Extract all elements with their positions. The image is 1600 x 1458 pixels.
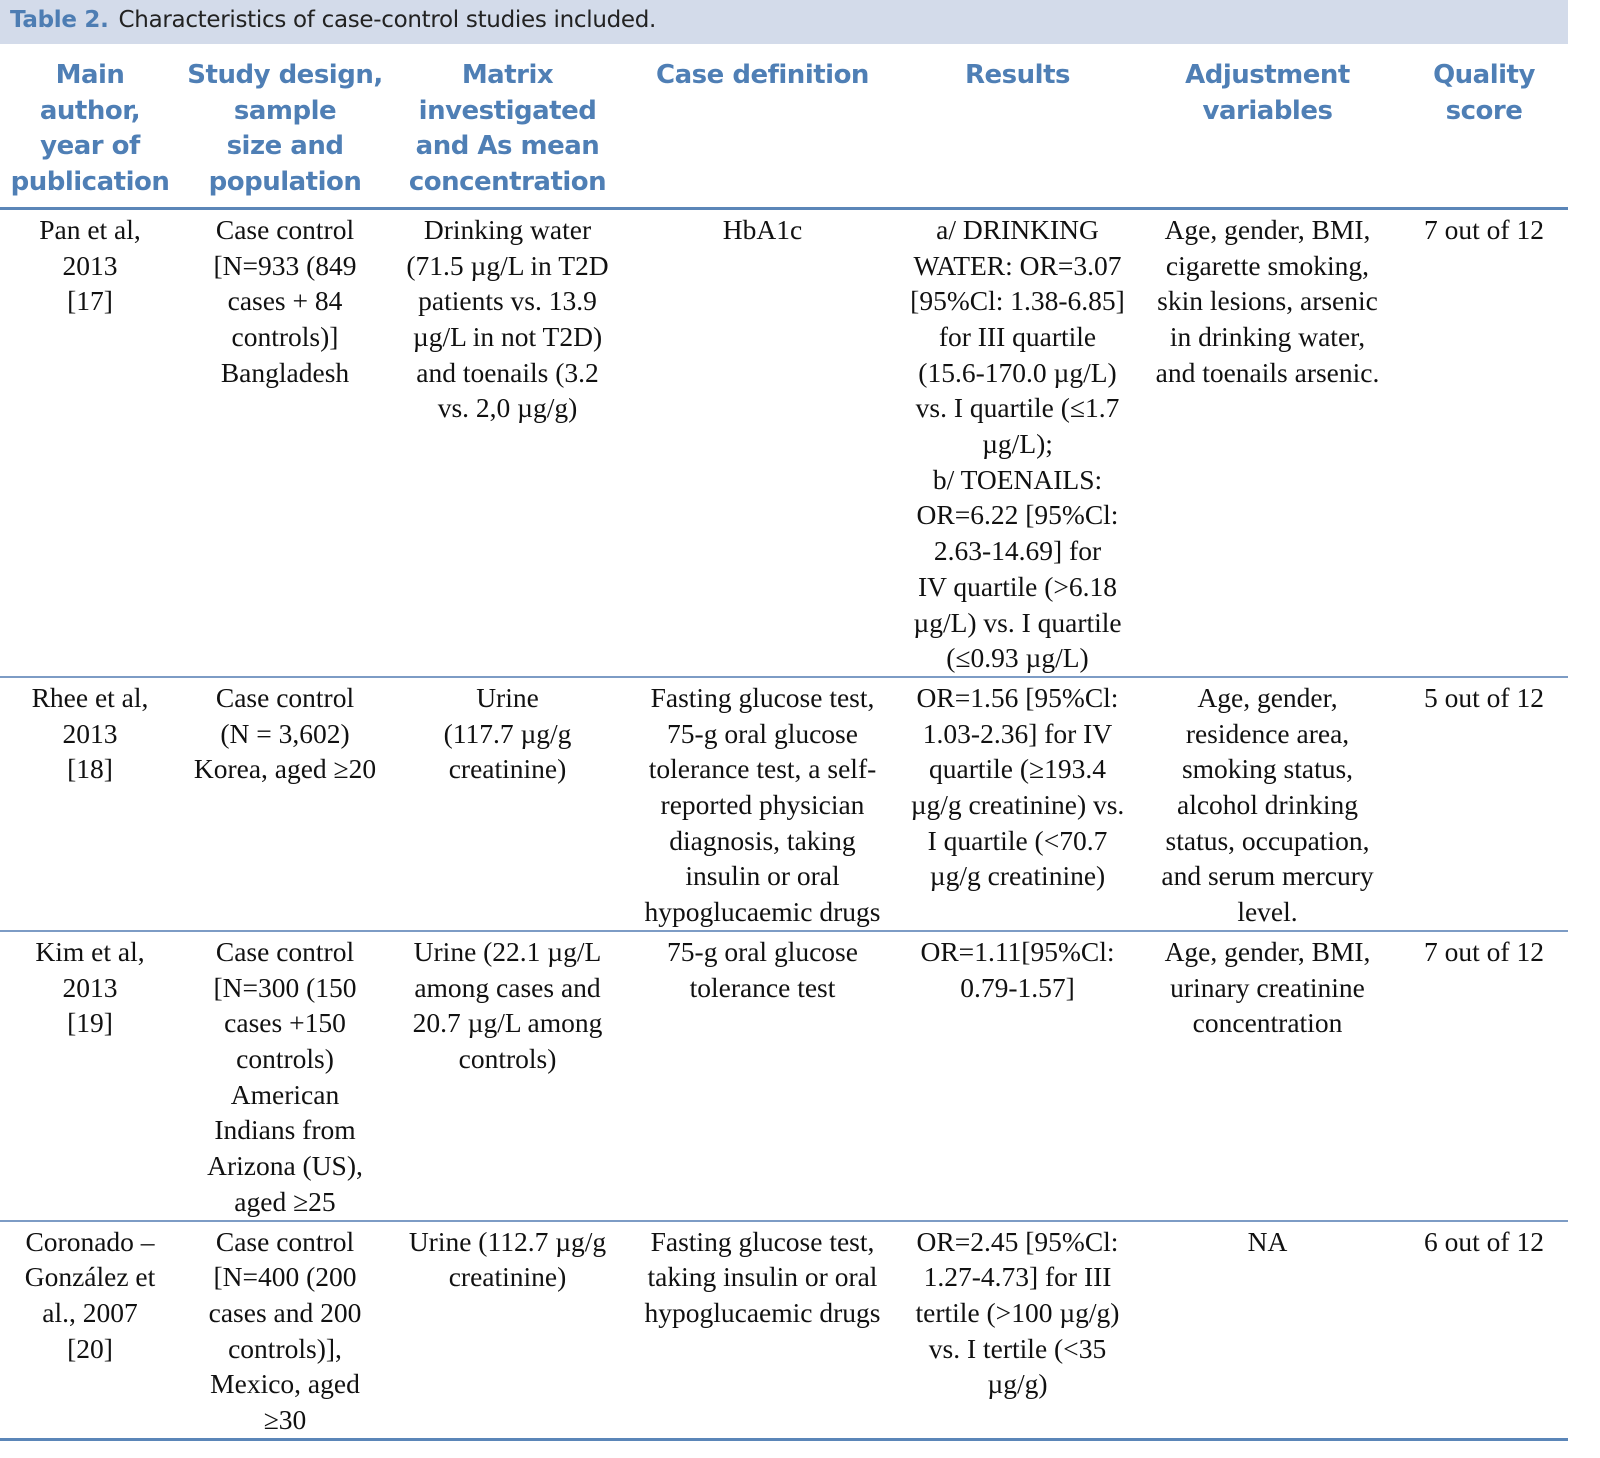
cell-quality: 5 out of 12 <box>1424 681 1544 713</box>
col-header-results: Results <box>965 60 1070 90</box>
cell-matrix: Drinking water (71.5 µg/L in T2D patient… <box>406 213 609 424</box>
header-row: Main author, year of publication Study d… <box>0 54 1568 209</box>
table-caption: Table 2. Characteristics of case-control … <box>0 0 1568 44</box>
cell-quality: 7 out of 12 <box>1424 213 1544 245</box>
table-label: Table 2. <box>10 7 109 33</box>
col-header-adjustment: Adjustment variables <box>1185 60 1350 126</box>
cell-author: Kim et al, 2013 [19] <box>35 935 145 1039</box>
col-header-matrix: Matrix investigated and As mean concentr… <box>408 60 607 198</box>
cell-case-definition: Fasting glucose test, 75-g oral glucose … <box>644 681 881 928</box>
col-header-author: Main author, year of publication <box>10 60 170 198</box>
cell-case-definition: HbA1c <box>722 213 803 245</box>
cell-case-definition: 75-g oral glucose tolerance test <box>667 935 858 1003</box>
cell-matrix: Urine (22.1 µg/L among cases and 20.7 µg… <box>412 935 603 1074</box>
cell-author: Pan et al, 2013 [17] <box>39 213 141 317</box>
cell-results: OR=1.56 [95%Cl: 1.03-2.36] for IV quarti… <box>910 681 1125 892</box>
cell-adjustment: Age, gender, BMI, cigarette smoking, ski… <box>1155 213 1380 388</box>
cell-quality: 7 out of 12 <box>1424 935 1544 967</box>
cell-quality: 6 out of 12 <box>1424 1225 1544 1257</box>
col-header-quality: Quality score <box>1433 60 1535 126</box>
cell-adjustment: Age, gender, residence area, smoking sta… <box>1161 681 1374 928</box>
cell-matrix: Urine (117.7 µg/g creatinine) <box>443 681 572 785</box>
table-row: Rhee et al, 2013 [18] Case control (N = 3… <box>0 677 1568 931</box>
cell-adjustment: NA <box>1247 1225 1288 1257</box>
cell-results: OR=1.11[95%Cl: 0.79-1.57] <box>920 935 1115 1003</box>
col-header-design: Study design, sample size and population <box>187 60 383 198</box>
cell-case-definition: Fasting glucose test, taking insulin or … <box>644 1225 881 1328</box>
cell-design: Case control [N=933 (849 cases + 84 cont… <box>213 213 357 388</box>
table-row: Coronado – González et al., 2007 [20] Cas… <box>0 1221 1568 1440</box>
table-title: Characteristics of case-control studies … <box>118 7 657 33</box>
cell-author: Rhee et al, 2013 [18] <box>31 681 149 785</box>
cell-matrix: Urine (112.7 µg/g creatinine) <box>408 1225 607 1293</box>
table-row: Kim et al, 2013 [19] Case control [N=300 … <box>0 931 1568 1221</box>
cell-results: a/ DRINKING WATER: OR=3.07 [95%Cl: 1.38-… <box>910 213 1125 674</box>
cell-design: Case control (N = 3,602) Korea, aged ≥20 <box>193 681 377 785</box>
col-header-case-definition: Case definition <box>656 60 869 90</box>
cell-results: OR=2.45 [95%Cl: 1.27-4.73] for III terti… <box>915 1225 1120 1400</box>
cell-design: Case control [N=400 (200 cases and 200 c… <box>208 1225 362 1436</box>
cell-author: Coronado – González et al., 2007 [20] <box>24 1225 156 1364</box>
cell-design: Case control [N=300 (150 cases +150 cont… <box>207 935 363 1217</box>
cell-adjustment: Age, gender, BMI, urinary creatinine con… <box>1164 935 1371 1039</box>
table-row: Pan et al, 2013 [17] Case control [N=933 … <box>0 208 1568 677</box>
case-control-studies-table: Main author, year of publication Study d… <box>0 54 1568 1441</box>
